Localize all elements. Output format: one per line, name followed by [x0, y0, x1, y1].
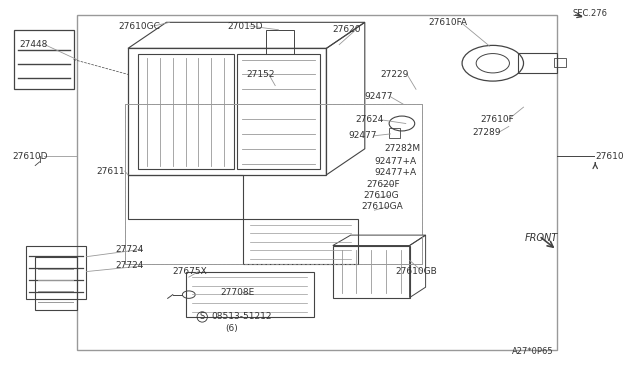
Text: 27610GC: 27610GC — [118, 22, 160, 31]
Text: 27282M: 27282M — [384, 144, 420, 153]
Text: 27708E: 27708E — [221, 288, 255, 296]
Text: 08513-51212: 08513-51212 — [211, 312, 272, 321]
Text: 27611: 27611 — [96, 167, 125, 176]
Text: 92477: 92477 — [349, 131, 378, 140]
Text: 92477: 92477 — [365, 92, 394, 101]
Text: 27152: 27152 — [246, 70, 275, 79]
Text: 27624: 27624 — [355, 115, 383, 124]
Text: 27724: 27724 — [115, 245, 143, 254]
Text: 27229: 27229 — [381, 70, 409, 79]
Text: FRONT: FRONT — [525, 233, 558, 243]
Text: S: S — [200, 312, 205, 321]
Text: SEC.276: SEC.276 — [573, 9, 608, 17]
Text: 27289: 27289 — [472, 128, 501, 137]
Text: 27448: 27448 — [19, 40, 47, 49]
Text: 27610FA: 27610FA — [429, 18, 468, 27]
Text: 27610GA: 27610GA — [362, 202, 403, 211]
Text: 27610: 27610 — [595, 152, 624, 161]
Text: 27675X: 27675X — [173, 267, 207, 276]
Text: A27*0P65: A27*0P65 — [512, 347, 554, 356]
Text: 27610G: 27610G — [364, 191, 399, 200]
Text: 27610F: 27610F — [480, 115, 514, 124]
Text: (6): (6) — [225, 324, 238, 333]
Text: 92477+A: 92477+A — [374, 157, 417, 166]
Text: 92477+A: 92477+A — [374, 169, 417, 177]
Text: 27724: 27724 — [115, 262, 143, 270]
Text: 27620F: 27620F — [366, 180, 400, 189]
Text: 27015D: 27015D — [227, 22, 262, 31]
Text: 27610D: 27610D — [13, 152, 48, 161]
Text: 27610GB: 27610GB — [396, 267, 437, 276]
Text: 27620: 27620 — [333, 25, 362, 34]
